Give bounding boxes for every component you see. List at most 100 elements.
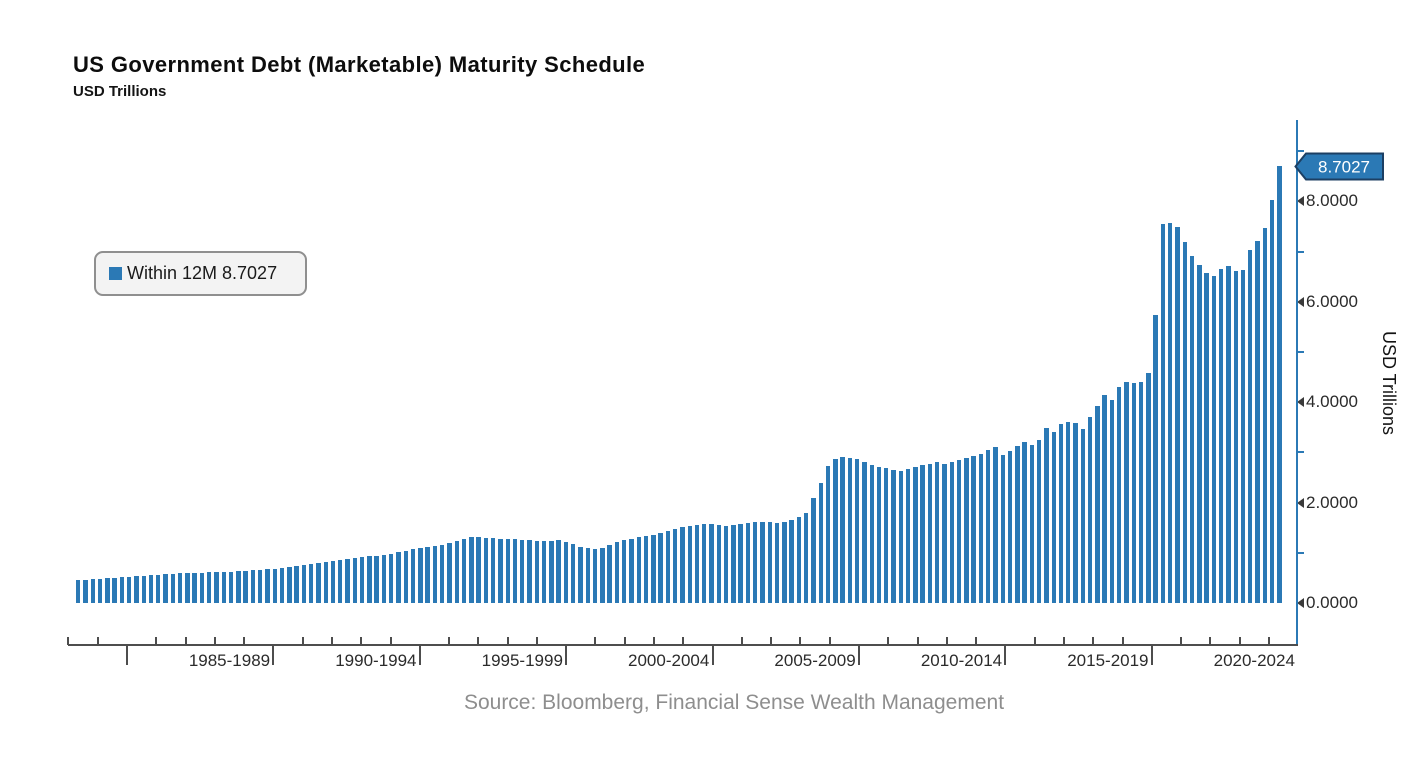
bar[interactable] xyxy=(731,525,736,603)
bar[interactable] xyxy=(913,467,918,603)
bar[interactable] xyxy=(156,574,161,603)
bar[interactable] xyxy=(927,463,933,603)
bar[interactable] xyxy=(294,565,299,603)
bar[interactable] xyxy=(1182,242,1187,603)
bar[interactable] xyxy=(1087,417,1093,603)
bar[interactable] xyxy=(483,537,489,603)
bar[interactable] xyxy=(854,459,860,603)
bar[interactable] xyxy=(221,571,226,603)
bar[interactable] xyxy=(1211,276,1217,603)
bar[interactable] xyxy=(541,541,547,603)
bar[interactable] xyxy=(571,544,576,603)
bar[interactable] xyxy=(578,546,583,603)
bar[interactable] xyxy=(119,577,125,603)
bar[interactable] xyxy=(1240,269,1246,603)
bar[interactable] xyxy=(90,579,95,603)
bar[interactable] xyxy=(738,524,743,603)
bar[interactable] xyxy=(1168,222,1173,603)
bar[interactable] xyxy=(891,470,896,603)
bar[interactable] xyxy=(469,537,474,603)
bar[interactable] xyxy=(141,575,146,603)
bar[interactable] xyxy=(527,540,532,603)
bar[interactable] xyxy=(672,528,678,603)
bar[interactable] xyxy=(1022,442,1027,603)
bar[interactable] xyxy=(549,540,554,603)
bar[interactable] xyxy=(250,570,256,603)
bar[interactable] xyxy=(782,521,787,603)
bar[interactable] xyxy=(862,462,867,603)
bar[interactable] xyxy=(1269,199,1275,603)
bar[interactable] xyxy=(665,530,671,603)
bar[interactable] xyxy=(636,537,641,603)
bar[interactable] xyxy=(1189,255,1195,603)
bar[interactable] xyxy=(476,536,481,603)
bar[interactable] xyxy=(1255,241,1260,603)
bar[interactable] xyxy=(265,569,270,603)
bar[interactable] xyxy=(1000,455,1005,603)
bar[interactable] xyxy=(403,550,408,603)
bar[interactable] xyxy=(1109,399,1115,603)
bar[interactable] xyxy=(199,572,205,603)
bar[interactable] xyxy=(1080,428,1086,603)
bar[interactable] xyxy=(316,562,321,603)
bar[interactable] xyxy=(243,570,248,603)
bar[interactable] xyxy=(177,573,183,603)
bar[interactable] xyxy=(461,538,467,603)
bar[interactable] xyxy=(1124,382,1129,603)
bar[interactable] xyxy=(105,578,110,603)
bar[interactable] xyxy=(1197,264,1202,603)
bar[interactable] xyxy=(796,517,802,603)
bar[interactable] xyxy=(629,538,634,603)
bar[interactable] xyxy=(1226,266,1231,603)
bar[interactable] xyxy=(811,497,816,603)
bar[interactable] xyxy=(170,573,176,603)
bar[interactable] xyxy=(338,559,343,603)
bar[interactable] xyxy=(898,471,904,603)
bar[interactable] xyxy=(687,525,692,603)
bar[interactable] xyxy=(643,536,649,603)
bar[interactable] xyxy=(1073,423,1078,603)
bar[interactable] xyxy=(498,538,503,603)
bar[interactable] xyxy=(694,524,700,603)
bar[interactable] xyxy=(840,457,845,603)
bar[interactable] xyxy=(389,553,394,603)
bar[interactable] xyxy=(986,449,991,603)
bar[interactable] xyxy=(658,532,663,603)
bar[interactable] xyxy=(185,573,190,603)
bar[interactable] xyxy=(804,512,809,603)
bar[interactable] xyxy=(76,580,81,603)
bar[interactable] xyxy=(869,465,874,603)
bar[interactable] xyxy=(920,465,925,603)
bar[interactable] xyxy=(993,447,998,603)
bar[interactable] xyxy=(1044,427,1049,603)
bar[interactable] xyxy=(112,577,117,603)
bar[interactable] xyxy=(716,525,722,603)
bar[interactable] xyxy=(83,579,88,603)
bar[interactable] xyxy=(774,522,780,603)
bar[interactable] xyxy=(418,547,423,603)
bar[interactable] xyxy=(534,540,540,603)
bar[interactable] xyxy=(352,557,358,603)
bar[interactable] xyxy=(1029,444,1035,603)
bar[interactable] xyxy=(964,458,969,603)
bar[interactable] xyxy=(214,572,219,603)
bar[interactable] xyxy=(308,563,314,603)
bar[interactable] xyxy=(935,462,940,603)
bar[interactable] xyxy=(1146,373,1151,603)
bar[interactable] xyxy=(279,567,285,603)
bar[interactable] xyxy=(163,574,168,603)
bar[interactable] xyxy=(301,564,307,603)
bar[interactable] xyxy=(1153,315,1158,603)
bar[interactable] xyxy=(425,546,430,603)
bar[interactable] xyxy=(1277,166,1282,603)
bar[interactable] xyxy=(432,545,438,603)
bar[interactable] xyxy=(1051,432,1056,603)
bar[interactable] xyxy=(622,540,627,603)
bar[interactable] xyxy=(847,458,853,603)
bar[interactable] xyxy=(651,534,656,603)
bar[interactable] xyxy=(410,549,416,603)
bar[interactable] xyxy=(949,461,954,603)
bar[interactable] xyxy=(563,541,569,603)
bar[interactable] xyxy=(126,576,132,603)
